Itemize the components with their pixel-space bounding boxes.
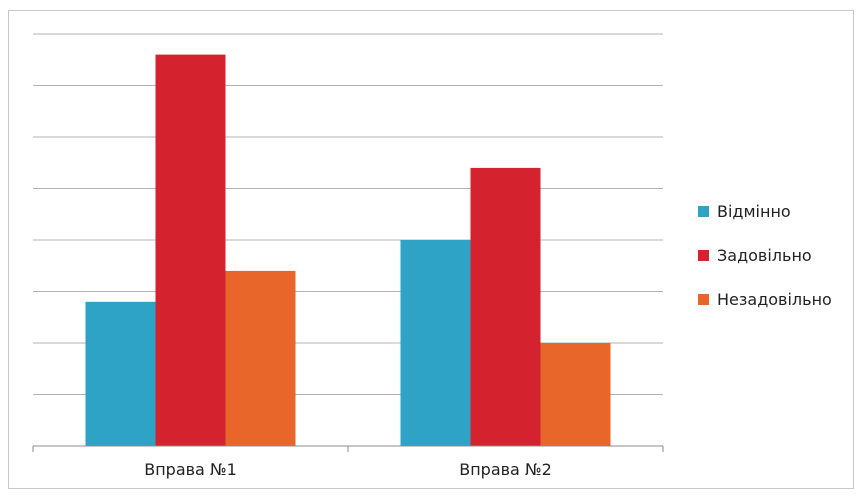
x-tick-label: Вправа №1 [144, 460, 237, 479]
legend-swatch [698, 249, 709, 261]
bar-3-1 [225, 270, 296, 446]
bar-2-1 [155, 54, 226, 446]
bar-1-2 [400, 240, 471, 446]
legend-label: Задовільно [717, 245, 812, 265]
legend-swatch [698, 293, 709, 305]
x-tick-label: Вправа №2 [459, 460, 552, 479]
legend-label: Відмінно [717, 201, 791, 221]
bar-3-2 [540, 343, 611, 446]
bars [85, 54, 611, 446]
x-axis [32, 445, 664, 452]
bar-2-2 [470, 167, 541, 446]
bar-1-1 [85, 301, 156, 446]
x-tick-labels: Вправа №1 Вправа №2 [144, 460, 552, 479]
legend-item-vidminno: Відмінно [698, 200, 832, 222]
legend-swatch [698, 205, 709, 217]
legend-item-nezadovilno: Незадовільно [698, 288, 832, 310]
legend-label: Незадовільно [717, 289, 832, 309]
legend-item-zadovilno: Задовільно [698, 244, 832, 266]
legend: Відмінно Задовільно Незадовільно [698, 200, 832, 332]
